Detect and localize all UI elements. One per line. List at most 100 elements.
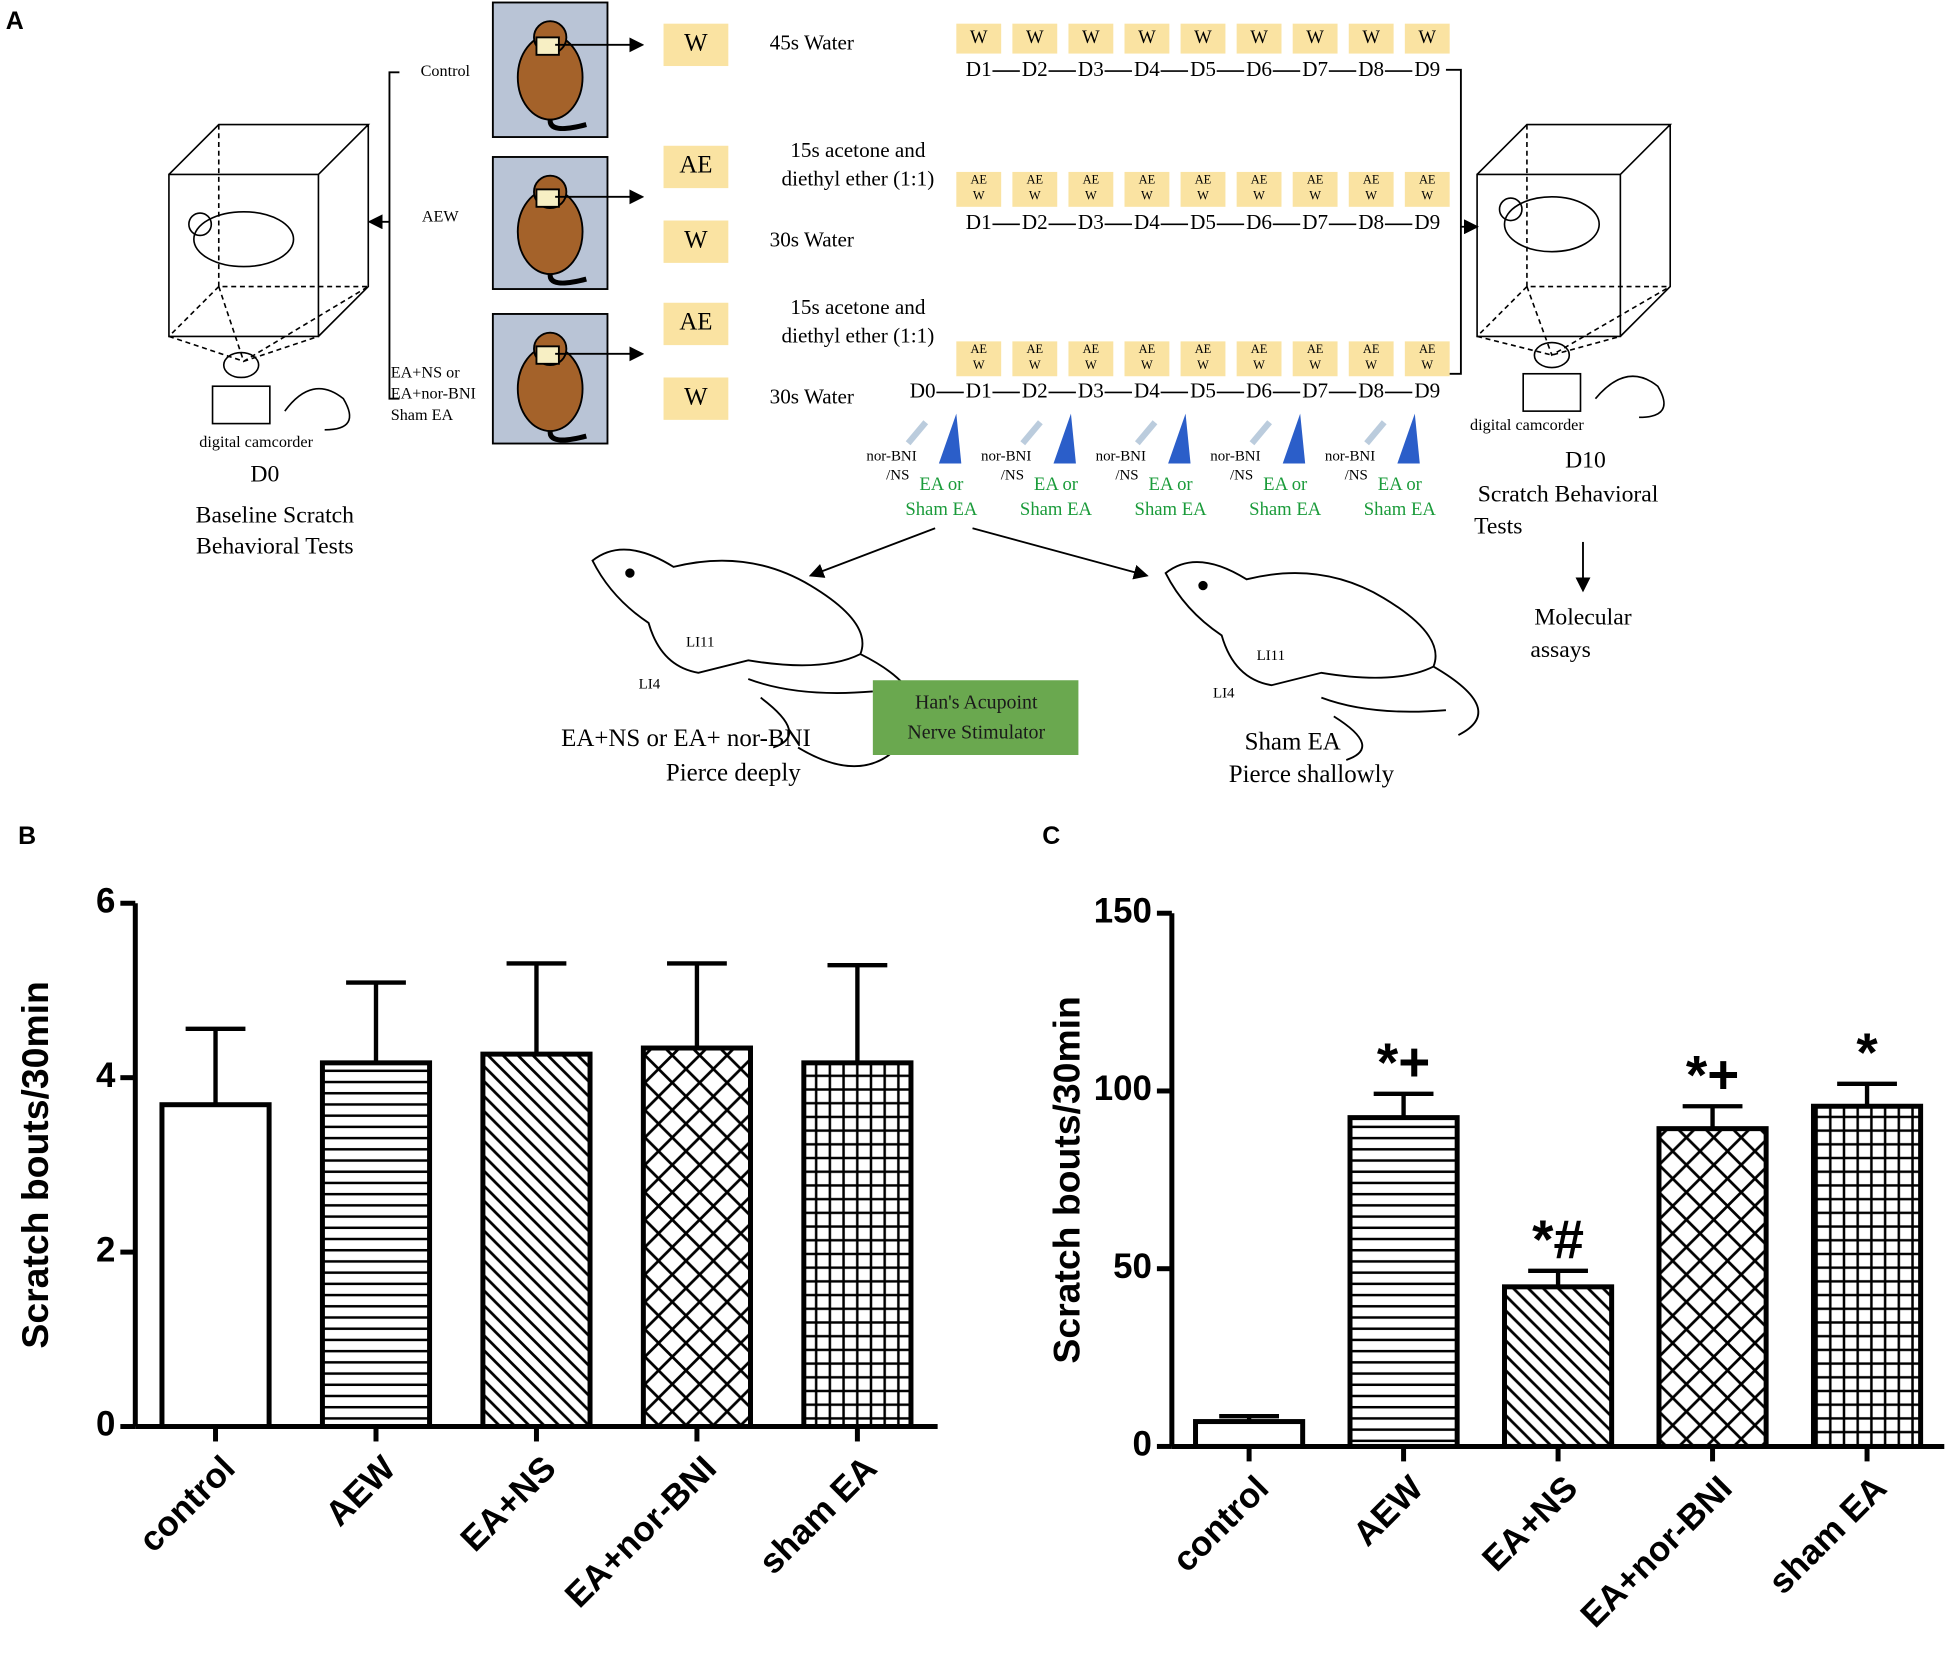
schedule-box-label: AE bbox=[1307, 173, 1324, 187]
device-label: digital camcorder bbox=[1470, 416, 1584, 434]
schedule-box bbox=[1348, 171, 1394, 207]
day-label: D3 bbox=[1078, 378, 1104, 402]
stage-text: Scratch Behavioral bbox=[1478, 481, 1659, 507]
schedule-box bbox=[956, 23, 1002, 54]
schedule-box-label: AE bbox=[1083, 342, 1100, 356]
x-tick-label: sham EA bbox=[1761, 1468, 1894, 1601]
schedule-box-label: W bbox=[1029, 189, 1041, 203]
stimulator-text: Nerve Stimulator bbox=[907, 721, 1045, 743]
schedule-box-label: W bbox=[1141, 358, 1153, 372]
x-tick-label: EA+nor-BNI bbox=[557, 1448, 724, 1615]
bar bbox=[1502, 1284, 1615, 1449]
day-label: D2 bbox=[1022, 378, 1048, 402]
schedule-box-label: W bbox=[1365, 358, 1377, 372]
treatment-text: diethyl ether (1:1) bbox=[782, 323, 935, 347]
ea-label: EA or bbox=[1034, 474, 1079, 495]
drug-label: nor-BNI bbox=[1325, 449, 1375, 465]
schedule-box bbox=[1180, 171, 1226, 207]
syringe bbox=[1364, 420, 1387, 446]
treatment-text: 15s acetone and bbox=[790, 138, 926, 162]
mouse-sketches bbox=[591, 548, 1480, 767]
ea-label: EA or bbox=[1263, 474, 1308, 495]
schedule-box-label: W bbox=[1362, 27, 1380, 48]
acupoint: LI4 bbox=[1213, 685, 1235, 701]
y-tick-label: 0 bbox=[1133, 1425, 1152, 1464]
stage-text: Baseline Scratch bbox=[196, 502, 354, 528]
x-tick-label: sham EA bbox=[751, 1448, 884, 1581]
schedule-box bbox=[1124, 171, 1170, 207]
ea-label: Sham EA bbox=[1020, 499, 1093, 520]
group-label: Control bbox=[421, 62, 471, 80]
day-label: D6 bbox=[1246, 210, 1272, 234]
y-tick-label: 150 bbox=[1094, 891, 1152, 930]
day-label: D6 bbox=[1246, 57, 1272, 81]
day-label: D2 bbox=[1022, 57, 1048, 81]
schedule-box-label: W bbox=[973, 189, 985, 203]
x-tick-label: control bbox=[1165, 1468, 1276, 1579]
x-tick-label: control bbox=[132, 1448, 243, 1559]
treatment-box-label: W bbox=[684, 383, 708, 410]
schedule-box bbox=[1068, 341, 1114, 377]
schedule-box-label: AE bbox=[1307, 342, 1324, 356]
ea-label: EA or bbox=[919, 474, 964, 495]
stimulator-text: Han's Acupoint bbox=[915, 691, 1038, 713]
day-label: D7 bbox=[1302, 57, 1328, 81]
y-tick-label: 100 bbox=[1094, 1069, 1152, 1108]
schedule-box bbox=[1292, 341, 1338, 377]
day-label: D0 bbox=[250, 461, 279, 487]
day-label: D8 bbox=[1358, 57, 1384, 81]
treatment-box-label: AE bbox=[679, 309, 712, 336]
schedule-box bbox=[1068, 23, 1114, 54]
schedule-box-label: W bbox=[1194, 27, 1212, 48]
schedule-box-label: W bbox=[1365, 189, 1377, 203]
needle bbox=[1397, 413, 1420, 464]
drug-label: /NS bbox=[1230, 467, 1253, 483]
schedule-box bbox=[956, 341, 1002, 377]
syringe bbox=[1020, 420, 1043, 446]
caption: Pierce deeply bbox=[666, 760, 801, 787]
schedule-box bbox=[1404, 171, 1450, 207]
y-tick-label: 0 bbox=[96, 1405, 115, 1444]
ea-label: EA or bbox=[1378, 474, 1423, 495]
schedule-box bbox=[1348, 341, 1394, 377]
schedule-box-label: AE bbox=[1195, 342, 1212, 356]
schedule-box-label: AE bbox=[970, 342, 987, 356]
schedule-box-label: AE bbox=[1419, 342, 1436, 356]
ea-label: EA or bbox=[1149, 474, 1194, 495]
schedule-box-label: W bbox=[1421, 358, 1433, 372]
schedule-box-label: AE bbox=[1139, 342, 1156, 356]
schedule-box bbox=[1180, 341, 1226, 377]
arrow bbox=[808, 527, 936, 578]
needle bbox=[938, 413, 962, 464]
treatment-text: 15s acetone and bbox=[790, 295, 926, 319]
schedule-box-label: AE bbox=[1083, 173, 1100, 187]
schedule-box bbox=[1012, 171, 1058, 207]
day-label: D7 bbox=[1302, 210, 1328, 234]
schedule-box bbox=[1404, 341, 1450, 377]
schedule-box-label: W bbox=[1141, 189, 1153, 203]
schedule-box-label: W bbox=[1418, 27, 1436, 48]
day-label: D8 bbox=[1358, 378, 1384, 402]
schedule-box-label: W bbox=[1253, 189, 1265, 203]
day-label: D4 bbox=[1134, 210, 1160, 234]
schedule-box bbox=[1124, 341, 1170, 377]
x-tick-label: EA+NS bbox=[1475, 1468, 1585, 1578]
schedule-box-label: AE bbox=[1139, 173, 1156, 187]
day-label: D4 bbox=[1134, 57, 1160, 81]
bar bbox=[801, 1060, 914, 1430]
treatment-text: 45s Water bbox=[770, 31, 854, 55]
schedule-box bbox=[1012, 341, 1058, 377]
diagram: A Control AEW EA+NS or EA+nor-BNI Sham E… bbox=[6, 1, 1673, 788]
schedule-box bbox=[956, 171, 1002, 207]
schedule-box-label: AE bbox=[1027, 342, 1044, 356]
mouse-pictures bbox=[491, 1, 645, 445]
needle bbox=[1282, 413, 1306, 464]
treatment-box-label: W bbox=[684, 30, 708, 57]
y-tick-label: 4 bbox=[96, 1056, 116, 1095]
y-tick-label: 6 bbox=[96, 881, 115, 920]
schedule-box-label: W bbox=[1029, 358, 1041, 372]
day-label: D10 bbox=[1565, 448, 1606, 474]
schedule-box-label: W bbox=[1421, 189, 1433, 203]
schedule-box-label: W bbox=[1085, 189, 1097, 203]
annotation: *+ bbox=[1686, 1043, 1739, 1105]
